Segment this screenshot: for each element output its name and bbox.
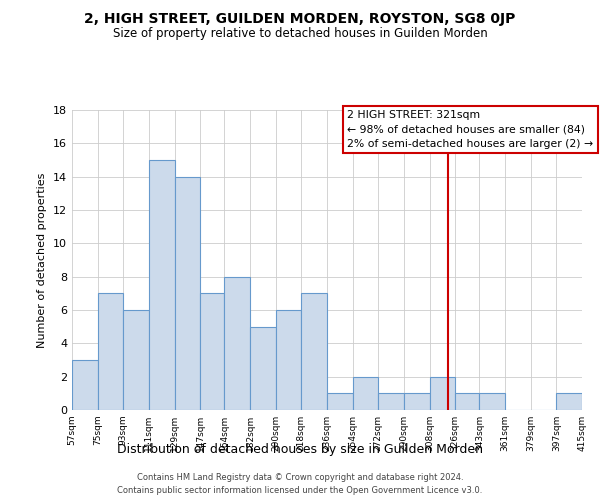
Bar xyxy=(404,394,430,410)
Text: Size of property relative to detached houses in Guilden Morden: Size of property relative to detached ho… xyxy=(113,28,487,40)
Bar xyxy=(556,394,582,410)
Bar xyxy=(123,310,149,410)
Text: Contains public sector information licensed under the Open Government Licence v3: Contains public sector information licen… xyxy=(118,486,482,495)
Bar xyxy=(479,394,505,410)
Bar xyxy=(276,310,301,410)
Text: Distribution of detached houses by size in Guilden Morden: Distribution of detached houses by size … xyxy=(117,442,483,456)
Bar xyxy=(98,294,123,410)
Bar xyxy=(200,294,224,410)
Bar xyxy=(301,294,327,410)
Bar xyxy=(72,360,98,410)
Bar xyxy=(378,394,404,410)
Bar xyxy=(224,276,250,410)
Text: Contains HM Land Registry data © Crown copyright and database right 2024.: Contains HM Land Registry data © Crown c… xyxy=(137,472,463,482)
Bar xyxy=(430,376,455,410)
Bar xyxy=(149,160,175,410)
Bar xyxy=(250,326,276,410)
Bar xyxy=(175,176,200,410)
Text: 2, HIGH STREET, GUILDEN MORDEN, ROYSTON, SG8 0JP: 2, HIGH STREET, GUILDEN MORDEN, ROYSTON,… xyxy=(85,12,515,26)
Y-axis label: Number of detached properties: Number of detached properties xyxy=(37,172,47,348)
Text: 2 HIGH STREET: 321sqm
← 98% of detached houses are smaller (84)
2% of semi-detac: 2 HIGH STREET: 321sqm ← 98% of detached … xyxy=(347,110,593,149)
Bar xyxy=(327,394,353,410)
Bar xyxy=(455,394,479,410)
Bar xyxy=(353,376,378,410)
